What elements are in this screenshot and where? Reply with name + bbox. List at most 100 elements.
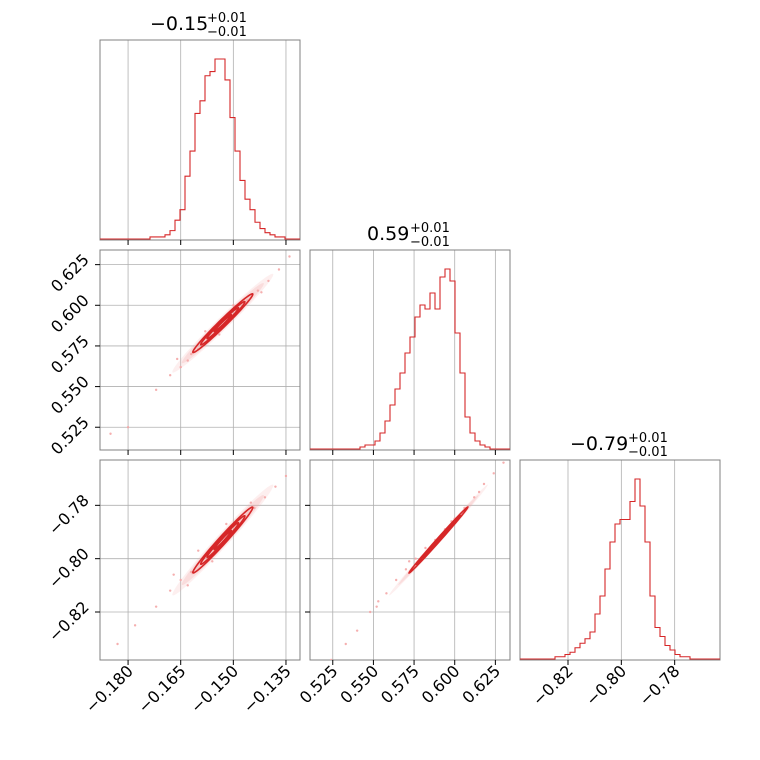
sample-point bbox=[492, 472, 495, 475]
sample-point bbox=[211, 560, 214, 563]
title-value: −0.79 bbox=[570, 433, 628, 455]
x-tick-label: −0.180 bbox=[82, 661, 137, 716]
contour-line bbox=[213, 529, 233, 551]
sample-point bbox=[175, 357, 179, 361]
panel-content bbox=[109, 255, 291, 435]
sample-point bbox=[126, 426, 130, 429]
histogram-line bbox=[310, 268, 510, 450]
sample-point bbox=[133, 624, 137, 627]
title-plus: +0.01 bbox=[410, 221, 450, 236]
title-param-1: 0.59 +0.01 −0.01 bbox=[367, 221, 450, 250]
sample-point bbox=[284, 474, 288, 478]
sample-point bbox=[355, 629, 359, 632]
y-tick-label: −0.82 bbox=[45, 597, 93, 645]
sample-point bbox=[218, 333, 221, 336]
density-fill bbox=[181, 283, 264, 364]
sample-point bbox=[190, 570, 193, 574]
x-tick-label: −0.82 bbox=[529, 661, 577, 709]
sample-point bbox=[404, 568, 408, 571]
title-plus: +0.01 bbox=[628, 431, 668, 446]
hist-panel-0 bbox=[99, 39, 301, 245]
title-minus: −0.01 bbox=[628, 445, 668, 460]
x-tick-label: 0.550 bbox=[336, 661, 382, 707]
x-tick-label: 0.600 bbox=[418, 661, 464, 707]
sample-point bbox=[172, 573, 175, 576]
panel-frame bbox=[519, 459, 721, 661]
sample-point bbox=[256, 289, 260, 292]
sample-point bbox=[225, 522, 228, 526]
sample-point bbox=[154, 605, 158, 608]
sample-point bbox=[344, 642, 347, 646]
sample-point bbox=[190, 352, 193, 356]
sample-point bbox=[414, 557, 417, 560]
sample-point bbox=[249, 501, 253, 504]
sample-point bbox=[394, 578, 398, 582]
panel-frame bbox=[309, 249, 511, 451]
sample-point bbox=[482, 482, 486, 486]
hist-panel-1 bbox=[309, 249, 511, 455]
sample-point bbox=[179, 578, 182, 582]
sample-point bbox=[385, 592, 388, 595]
sample-point bbox=[377, 600, 380, 603]
y-tick-label: −0.78 bbox=[45, 491, 93, 539]
sample-point bbox=[477, 490, 481, 494]
sample-point bbox=[424, 546, 427, 550]
contour-line bbox=[428, 529, 448, 551]
sample-point bbox=[277, 268, 281, 271]
title-minus: −0.01 bbox=[207, 25, 247, 40]
y-tick-label: 0.550 bbox=[47, 372, 93, 418]
histogram-line bbox=[520, 478, 720, 660]
density-fill bbox=[181, 494, 264, 586]
sample-point bbox=[204, 330, 207, 333]
sample-point bbox=[267, 279, 270, 283]
y-tick-label: 0.575 bbox=[47, 331, 93, 377]
sample-point bbox=[116, 642, 119, 646]
sample-point bbox=[260, 291, 263, 294]
hist-panel-2: −0.82 −0.80 −0.78 bbox=[519, 459, 721, 709]
sample-point bbox=[109, 432, 112, 435]
title-minus: −0.01 bbox=[410, 235, 450, 250]
title-value: −0.15 bbox=[150, 13, 208, 35]
y-tick-label: 0.600 bbox=[47, 291, 93, 337]
sample-point bbox=[407, 560, 411, 563]
contour-line bbox=[199, 300, 246, 346]
sample-point bbox=[168, 589, 172, 592]
panel-content bbox=[116, 474, 288, 646]
contour-line bbox=[206, 306, 240, 340]
sample-point bbox=[473, 496, 476, 499]
x-tick-label: 0.625 bbox=[458, 661, 504, 707]
sample-point bbox=[253, 506, 256, 510]
contour-line bbox=[206, 521, 240, 559]
sample-point bbox=[186, 584, 189, 587]
panel-frame bbox=[99, 39, 301, 241]
x-tick-label: 0.525 bbox=[296, 661, 342, 707]
density-fill bbox=[172, 273, 274, 373]
correlation-panel-0-2: −0.180−0.165−0.150−0.135 −0.82 −0.80 −0.78 bbox=[45, 459, 301, 717]
sample-point bbox=[368, 610, 372, 614]
contour-line bbox=[192, 293, 254, 354]
y-tick-label: −0.80 bbox=[45, 544, 93, 592]
sample-point bbox=[329, 658, 333, 660]
sample-point bbox=[288, 255, 291, 258]
sample-point bbox=[232, 304, 235, 307]
sample-point bbox=[502, 461, 505, 464]
panel-frame bbox=[99, 249, 301, 451]
panels: −0.82 −0.80 −0.780.5250.5500.5750.6000.625… bbox=[45, 39, 721, 717]
histogram-line bbox=[100, 58, 300, 240]
x-tick-label: −0.80 bbox=[582, 661, 630, 709]
sample-point bbox=[197, 549, 200, 552]
sample-point bbox=[186, 359, 189, 362]
x-tick-label: −0.78 bbox=[635, 661, 683, 709]
y-tick-label: 0.525 bbox=[47, 413, 93, 459]
density-fill bbox=[172, 484, 274, 596]
x-tick-label: −0.135 bbox=[239, 661, 294, 716]
sample-point bbox=[274, 485, 277, 488]
x-tick-label: 0.575 bbox=[377, 661, 423, 707]
title-param-0: −0.15 +0.01 −0.01 bbox=[150, 11, 247, 40]
title-param-2: −0.79 +0.01 −0.01 bbox=[570, 431, 668, 460]
sample-point bbox=[375, 605, 378, 608]
sample-point bbox=[154, 388, 158, 392]
title-plus: +0.01 bbox=[207, 11, 247, 26]
